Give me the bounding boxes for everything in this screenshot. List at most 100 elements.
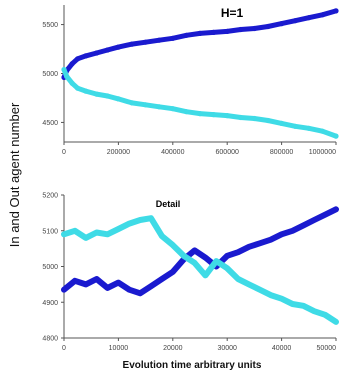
bottom-series-out-point — [246, 281, 252, 287]
top-y-tick-label: 5500 — [42, 22, 58, 29]
bottom-series-out-point — [279, 296, 285, 302]
bottom-y-tick-label: 5000 — [42, 264, 58, 271]
top-series-out-point — [115, 96, 121, 102]
top-series-in-point — [75, 56, 81, 62]
bottom-series-in-point — [83, 281, 89, 287]
bottom-series-out-point — [181, 253, 187, 259]
bottom-panel: Detail 5200 5100 5000 4900 4800 0 10000 20000 3… — [42, 193, 339, 352]
bottom-series-in-point — [104, 285, 111, 291]
bottom-series-out-point — [148, 215, 154, 221]
top-title: H=1 — [221, 6, 244, 20]
bottom-series-out-point — [192, 260, 198, 266]
bottom-series-in-point — [137, 290, 143, 296]
top-series-out-point — [251, 115, 257, 122]
x-axis-label: Evolution time arbitrary units — [123, 360, 262, 371]
bottom-series-out-point — [83, 235, 89, 241]
bottom-x-tick-label: 40000 — [272, 345, 292, 352]
top-x-tick-label: 400000 — [161, 149, 184, 156]
top-series-out-point — [211, 112, 217, 118]
top-x-tick-label: 600000 — [216, 149, 239, 156]
top-series-out-point — [83, 88, 89, 94]
bottom-series-out-point — [61, 231, 67, 237]
top-series-out-point — [279, 120, 285, 126]
bottom-series-in-point — [289, 228, 296, 234]
bottom-series-out-point — [72, 228, 78, 234]
top-series-out-point — [265, 117, 271, 124]
top-x-tick-label: 1000000 — [309, 149, 336, 156]
bottom-series-out-point — [137, 217, 143, 223]
bottom-series-out-point — [289, 301, 296, 307]
bottom-series-in-point — [300, 222, 306, 228]
bottom-series-in-point — [246, 244, 252, 250]
top-series-in-point — [115, 44, 121, 50]
bottom-series-in-line — [61, 206, 339, 297]
bottom-y-tick-label: 4800 — [42, 336, 58, 343]
top-series-out-point — [94, 91, 100, 97]
top-series-out-point — [333, 133, 339, 139]
top-series-in-point — [319, 12, 325, 18]
top-x-tick-label: 800000 — [270, 149, 293, 156]
bottom-series-in-point — [235, 249, 241, 255]
bottom-series-out-point — [213, 258, 219, 264]
bottom-series-in-point — [115, 280, 121, 286]
top-series-in-point — [94, 50, 100, 56]
top-series-in-point — [69, 61, 75, 67]
bottom-series-in-point — [170, 269, 176, 275]
bottom-series-in-point — [72, 278, 78, 284]
top-series-in-point — [156, 37, 162, 43]
top-y-tick-label: 4500 — [42, 120, 58, 127]
top-series-out-point — [197, 111, 203, 117]
bottom-x-tick-label: 0 — [62, 345, 66, 352]
bottom-series-out-point — [322, 312, 328, 318]
bottom-y-tick-label: 4900 — [42, 300, 58, 307]
top-series-in-point — [292, 18, 298, 24]
top-series-in-point — [170, 35, 176, 41]
bottom-series-out-point — [159, 233, 165, 239]
top-series-out-point — [224, 113, 230, 119]
bottom-series-in-point — [268, 237, 274, 243]
bottom-x-tick-label: 20000 — [163, 345, 183, 352]
top-series-in-point — [83, 53, 89, 59]
bottom-series-out-point — [257, 287, 263, 293]
bottom-series-in-point — [126, 287, 132, 293]
bottom-series-in-point — [333, 206, 339, 212]
top-x-tick-label: 200000 — [107, 149, 130, 156]
bottom-y-tick-label: 5100 — [42, 228, 58, 235]
top-series-in-point — [224, 28, 230, 34]
bottom-series-out-point — [202, 272, 208, 278]
top-series-in-point — [306, 15, 312, 21]
top-series-out-point — [319, 128, 325, 134]
top-series-in-point — [238, 26, 244, 33]
top-x-tick-label: 0 — [62, 149, 66, 156]
bottom-series-out-point — [224, 265, 230, 271]
bottom-x-tick-label: 10000 — [109, 345, 129, 352]
bottom-series-out-point — [311, 308, 317, 314]
bottom-series-out-point — [268, 292, 274, 298]
bottom-series-out-point — [300, 303, 306, 309]
bottom-series-out-line — [61, 215, 339, 325]
top-series-out-point — [143, 102, 149, 108]
top-y-tick-label: 5000 — [42, 71, 58, 78]
bottom-series-in-point — [61, 287, 67, 293]
bottom-x-tick-label: 50000 — [317, 345, 337, 352]
top-series-in-point — [183, 32, 189, 38]
bottom-series-in-point — [279, 231, 285, 237]
top-series-in-point — [279, 21, 285, 27]
bottom-series-in-point — [148, 283, 154, 289]
top-series-out-point — [64, 73, 70, 79]
top-series-out-point — [129, 100, 135, 106]
bottom-series-in-point — [159, 276, 165, 282]
top-series-in-point — [211, 29, 217, 35]
top-series-out-point — [306, 125, 312, 131]
bottom-series-in-point — [311, 217, 317, 223]
top-series-in-point — [197, 30, 203, 36]
top-series-out-point — [61, 67, 67, 73]
bottom-series-in-point — [192, 247, 198, 253]
bottom-series-out-point — [115, 226, 121, 232]
top-series-in-point — [251, 25, 257, 32]
top-series-in-point — [143, 39, 149, 45]
top-series-out-point — [104, 93, 111, 99]
top-series-out-point — [292, 123, 298, 129]
bottom-x-tick-label: 30000 — [217, 345, 237, 352]
